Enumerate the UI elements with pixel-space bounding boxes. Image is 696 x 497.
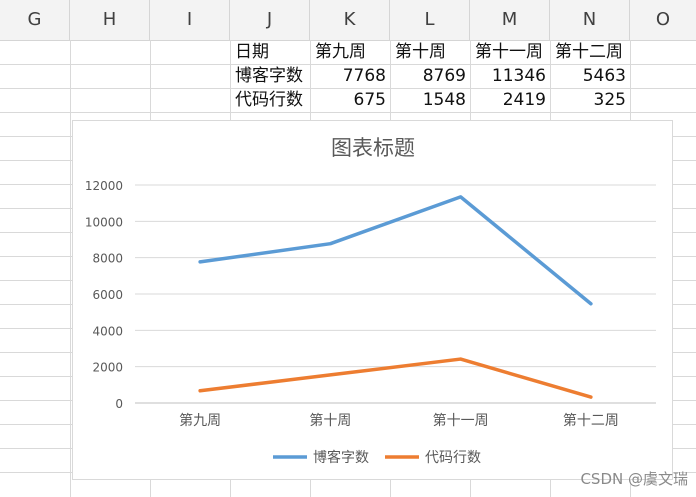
- line-chart[interactable]: 图表标题 0 2000 4000 6000 8000 10000 12000 第九周 第十周 第十…: [72, 120, 673, 480]
- chart-title[interactable]: 图表标题: [331, 136, 415, 160]
- grid-line: [0, 112, 696, 113]
- column-header-g[interactable]: G: [0, 0, 70, 40]
- x-category-label: 第十周: [309, 412, 351, 429]
- x-category-label: 第十二周: [563, 412, 619, 429]
- y-tick-label: 8000: [92, 252, 123, 266]
- y-tick-label: 10000: [85, 215, 123, 229]
- cell-n3[interactable]: 325: [593, 90, 626, 110]
- column-header-o[interactable]: O: [655, 9, 671, 30]
- column-header-l[interactable]: L: [390, 0, 470, 40]
- legend-label[interactable]: 博客字数: [313, 449, 369, 466]
- x-category-label: 第九周: [179, 412, 221, 429]
- cell-m2[interactable]: 11346: [491, 66, 546, 86]
- cell-l3[interactable]: 1548: [422, 90, 466, 110]
- y-tick-label: 6000: [92, 288, 123, 302]
- cell-l2[interactable]: 8769: [422, 66, 466, 86]
- cell-m3[interactable]: 2419: [502, 90, 546, 110]
- column-header-bar: G H I J K L M N O: [0, 0, 696, 41]
- column-header-h[interactable]: H: [70, 0, 150, 40]
- grid-line: [70, 40, 71, 497]
- cell-n2[interactable]: 5463: [582, 66, 626, 86]
- cell-n1[interactable]: 第十二周: [555, 42, 623, 62]
- cell-k2[interactable]: 7768: [342, 66, 386, 86]
- chart-canvas: 图表标题 0 2000 4000 6000 8000 10000 12000 第九周 第十周 第十…: [85, 136, 656, 466]
- column-header-i[interactable]: I: [150, 0, 230, 40]
- column-header-j[interactable]: J: [230, 0, 310, 40]
- y-tick-label: 12000: [85, 179, 123, 193]
- watermark: CSDN @虞文瑞: [580, 470, 688, 488]
- cell-l1[interactable]: 第十周: [395, 42, 446, 62]
- cell-j2[interactable]: 博客字数: [235, 66, 303, 86]
- cell-k3[interactable]: 675: [353, 90, 386, 110]
- y-tick-label: 4000: [92, 324, 123, 338]
- cell-k1[interactable]: 第九周: [315, 42, 366, 62]
- x-category-label: 第十一周: [433, 412, 489, 429]
- legend-label[interactable]: 代码行数: [425, 450, 481, 466]
- series-line[interactable]: [198, 195, 593, 306]
- cell-j3[interactable]: 代码行数: [235, 90, 303, 110]
- y-tick-label: 0: [115, 397, 123, 411]
- series-line[interactable]: [198, 357, 593, 399]
- cell-m1[interactable]: 第十一周: [475, 42, 543, 62]
- column-header-m[interactable]: M: [470, 0, 550, 40]
- y-tick-label: 2000: [92, 361, 123, 375]
- column-header-k[interactable]: K: [310, 0, 390, 40]
- grid-line: [0, 64, 696, 65]
- cell-j1[interactable]: 日期: [235, 42, 269, 62]
- grid-line: [0, 88, 696, 89]
- column-header-n[interactable]: N: [550, 0, 630, 40]
